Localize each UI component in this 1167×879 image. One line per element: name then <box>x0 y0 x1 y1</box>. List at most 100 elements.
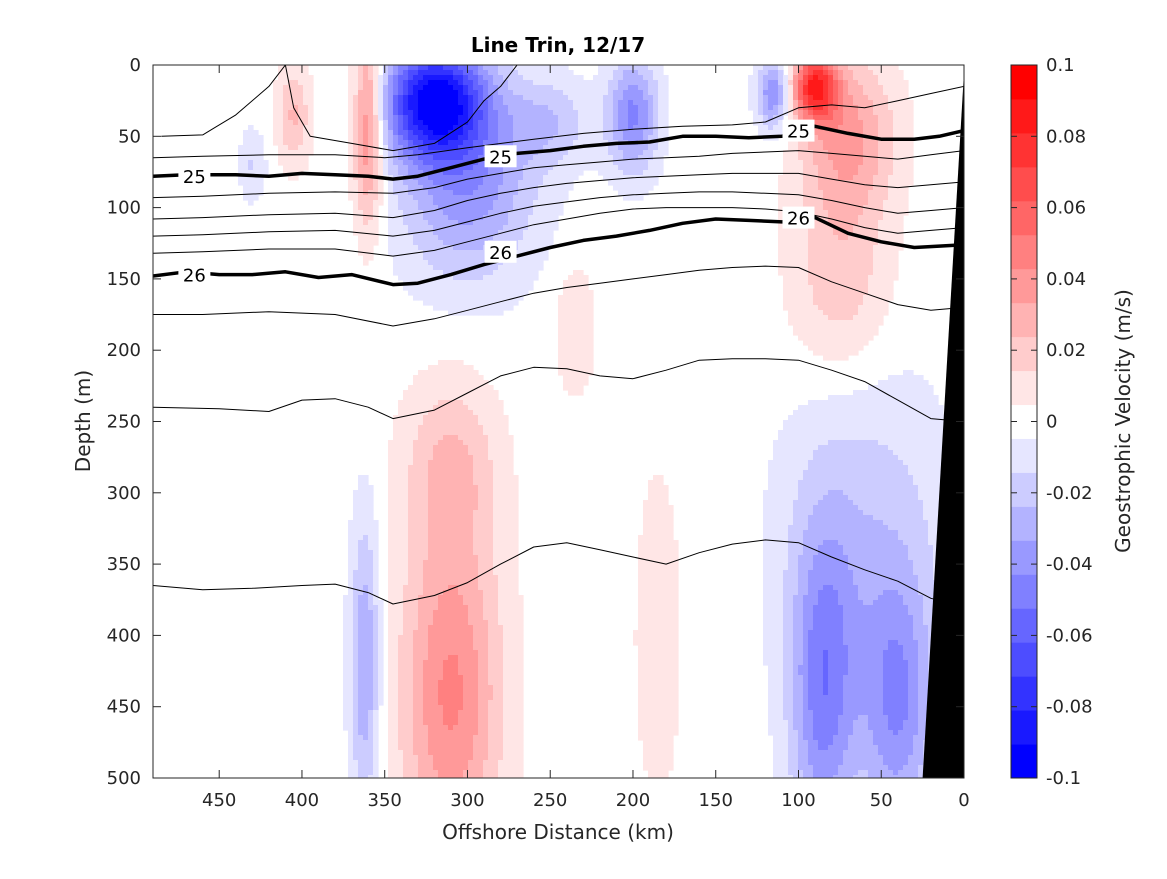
velocity-cell <box>428 230 434 236</box>
velocity-cell <box>453 265 459 271</box>
velocity-cell <box>438 695 444 701</box>
velocity-cell <box>483 750 489 756</box>
velocity-cell <box>488 740 494 746</box>
velocity-cell <box>518 750 524 756</box>
velocity-cell <box>518 65 524 71</box>
velocity-cell <box>428 635 434 641</box>
velocity-cell <box>393 500 399 506</box>
velocity-cell <box>373 105 379 111</box>
velocity-cell <box>508 775 514 778</box>
velocity-cell <box>398 185 404 191</box>
velocity-cell <box>373 115 379 121</box>
velocity-cell <box>353 515 359 521</box>
velocity-cell <box>478 130 484 136</box>
velocity-cell <box>423 580 429 586</box>
velocity-cell <box>503 215 509 221</box>
velocity-cell <box>353 215 359 221</box>
velocity-cell <box>358 180 364 186</box>
velocity-cell <box>428 210 434 216</box>
velocity-cell <box>453 390 459 396</box>
velocity-cell <box>353 720 359 726</box>
velocity-cell <box>433 500 439 506</box>
velocity-cell <box>428 450 434 456</box>
velocity-cell <box>578 370 584 376</box>
velocity-cell <box>448 705 454 711</box>
velocity-cell <box>473 675 479 681</box>
velocity-cell <box>418 295 424 301</box>
velocity-cell <box>473 485 479 491</box>
velocity-cell <box>513 690 519 696</box>
velocity-cell <box>273 125 279 131</box>
velocity-cell <box>458 65 464 71</box>
velocity-cell <box>508 210 514 216</box>
velocity-cell <box>428 610 434 616</box>
velocity-cell <box>418 690 424 696</box>
velocity-cell <box>478 405 484 411</box>
velocity-cell <box>283 150 289 156</box>
velocity-cell <box>603 85 609 91</box>
velocity-cell <box>468 515 474 521</box>
velocity-cell <box>483 75 489 81</box>
velocity-cell <box>413 205 419 211</box>
velocity-cell <box>438 500 444 506</box>
velocity-cell <box>508 545 514 551</box>
velocity-cell <box>513 645 519 651</box>
velocity-cell <box>458 70 464 76</box>
velocity-cell <box>448 730 454 736</box>
velocity-cell <box>368 620 374 626</box>
velocity-cell <box>238 150 244 156</box>
velocity-cell <box>448 215 454 221</box>
velocity-cell <box>418 395 424 401</box>
velocity-cell <box>423 430 429 436</box>
velocity-cell <box>568 375 574 381</box>
velocity-cell <box>448 685 454 691</box>
velocity-cell <box>378 690 384 696</box>
velocity-cell <box>543 130 549 136</box>
velocity-cell <box>453 615 459 621</box>
velocity-cell <box>348 565 354 571</box>
velocity-cell <box>478 615 484 621</box>
velocity-cell <box>588 135 594 141</box>
velocity-cell <box>408 710 414 716</box>
velocity-cell <box>408 125 414 131</box>
velocity-cell <box>558 165 564 171</box>
velocity-cell <box>433 610 439 616</box>
velocity-cell <box>493 460 499 466</box>
velocity-cell <box>343 715 349 721</box>
velocity-cell <box>403 715 409 721</box>
velocity-cell <box>448 725 454 731</box>
velocity-cell <box>303 160 309 166</box>
velocity-cell <box>408 675 414 681</box>
velocity-cell <box>443 720 449 726</box>
velocity-cell <box>458 75 464 81</box>
velocity-cell <box>483 405 489 411</box>
velocity-cell <box>448 235 454 241</box>
velocity-cell <box>528 85 534 91</box>
velocity-cell <box>403 690 409 696</box>
velocity-cell <box>523 170 529 176</box>
velocity-cell <box>493 690 499 696</box>
velocity-cell <box>483 575 489 581</box>
velocity-cell <box>528 155 534 161</box>
velocity-cell <box>558 75 564 81</box>
velocity-cell <box>388 650 394 656</box>
velocity-cell <box>393 725 399 731</box>
velocity-cell <box>473 555 479 561</box>
velocity-cell <box>453 510 459 516</box>
velocity-cell <box>443 615 449 621</box>
velocity-cell <box>493 175 499 181</box>
velocity-cell <box>448 420 454 426</box>
velocity-cell <box>368 160 374 166</box>
velocity-cell <box>463 595 469 601</box>
velocity-cell <box>398 595 404 601</box>
velocity-cell <box>398 650 404 656</box>
velocity-cell <box>493 535 499 541</box>
velocity-cell <box>508 440 514 446</box>
velocity-cell <box>248 165 254 171</box>
velocity-cell <box>588 345 594 351</box>
velocity-cell <box>448 205 454 211</box>
velocity-cell <box>343 705 349 711</box>
velocity-cell <box>378 620 384 626</box>
velocity-cell <box>583 110 589 116</box>
velocity-cell <box>493 770 499 776</box>
